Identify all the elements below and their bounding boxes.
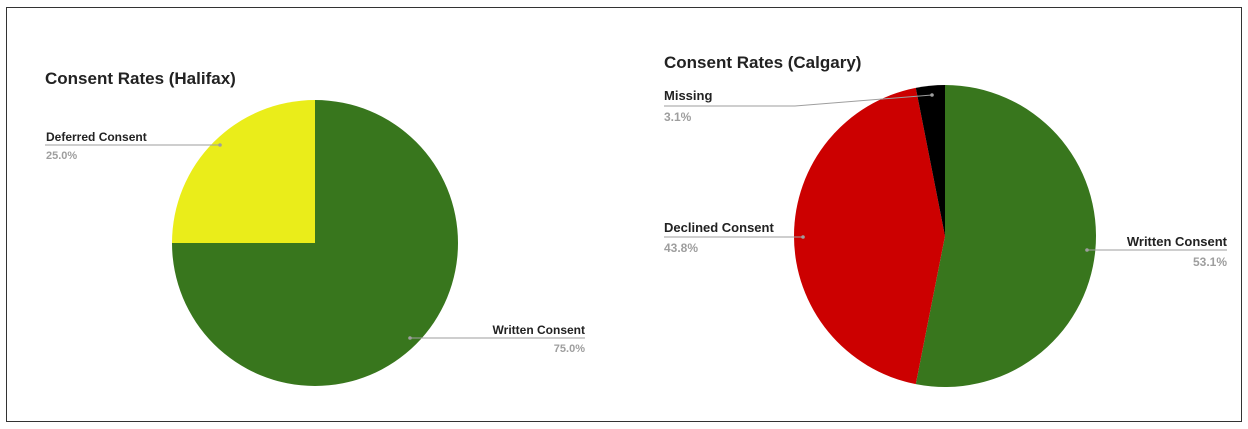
chart-title-calgary: Consent Rates (Calgary) (664, 53, 861, 72)
chart-halifax: Consent Rates (Halifax) Deferred Consent… (45, 69, 585, 386)
label-calgary-missing: Missing 3.1% (664, 88, 934, 124)
leader-dot-calgary-declined (801, 235, 805, 239)
leader-dot-calgary-missing (930, 93, 934, 97)
label-halifax-written: Written Consent 75.0% (408, 323, 585, 355)
slice-pct-halifax-written: 75.0% (554, 343, 585, 355)
slice-label-halifax-deferred: Deferred Consent (46, 130, 147, 144)
chart-title-halifax: Consent Rates (Halifax) (45, 69, 236, 88)
slice-label-calgary-missing: Missing (664, 88, 712, 103)
leader-dot-halifax-written (408, 336, 412, 340)
pie-slice-deferred-consent (172, 100, 315, 243)
slice-label-calgary-written: Written Consent (1127, 234, 1228, 249)
pie-slice-declined-consent (793, 87, 945, 385)
pie-calgary (793, 85, 1097, 387)
slice-pct-calgary-missing: 3.1% (664, 110, 692, 124)
slice-label-calgary-declined: Declined Consent (664, 220, 774, 235)
slice-pct-halifax-deferred: 25.0% (46, 150, 77, 162)
slice-pct-calgary-written: 53.1% (1193, 255, 1227, 269)
label-halifax-deferred: Deferred Consent 25.0% (45, 130, 222, 162)
label-calgary-written: Written Consent 53.1% (1085, 234, 1228, 269)
chart-calgary: Consent Rates (Calgary) Missing 3.1% Dec… (664, 53, 1228, 387)
leader-dot-halifax-deferred (218, 143, 222, 147)
pie-slice-missing (915, 85, 945, 236)
slice-pct-calgary-declined: 43.8% (664, 241, 698, 255)
pie-slice-written-consent (915, 85, 1097, 387)
label-calgary-declined: Declined Consent 43.8% (664, 220, 805, 255)
slice-label-halifax-written: Written Consent (493, 323, 585, 337)
pie-halifax (172, 100, 458, 386)
leader-line-calgary-missing (664, 94, 933, 107)
leader-dot-calgary-written (1085, 248, 1089, 252)
